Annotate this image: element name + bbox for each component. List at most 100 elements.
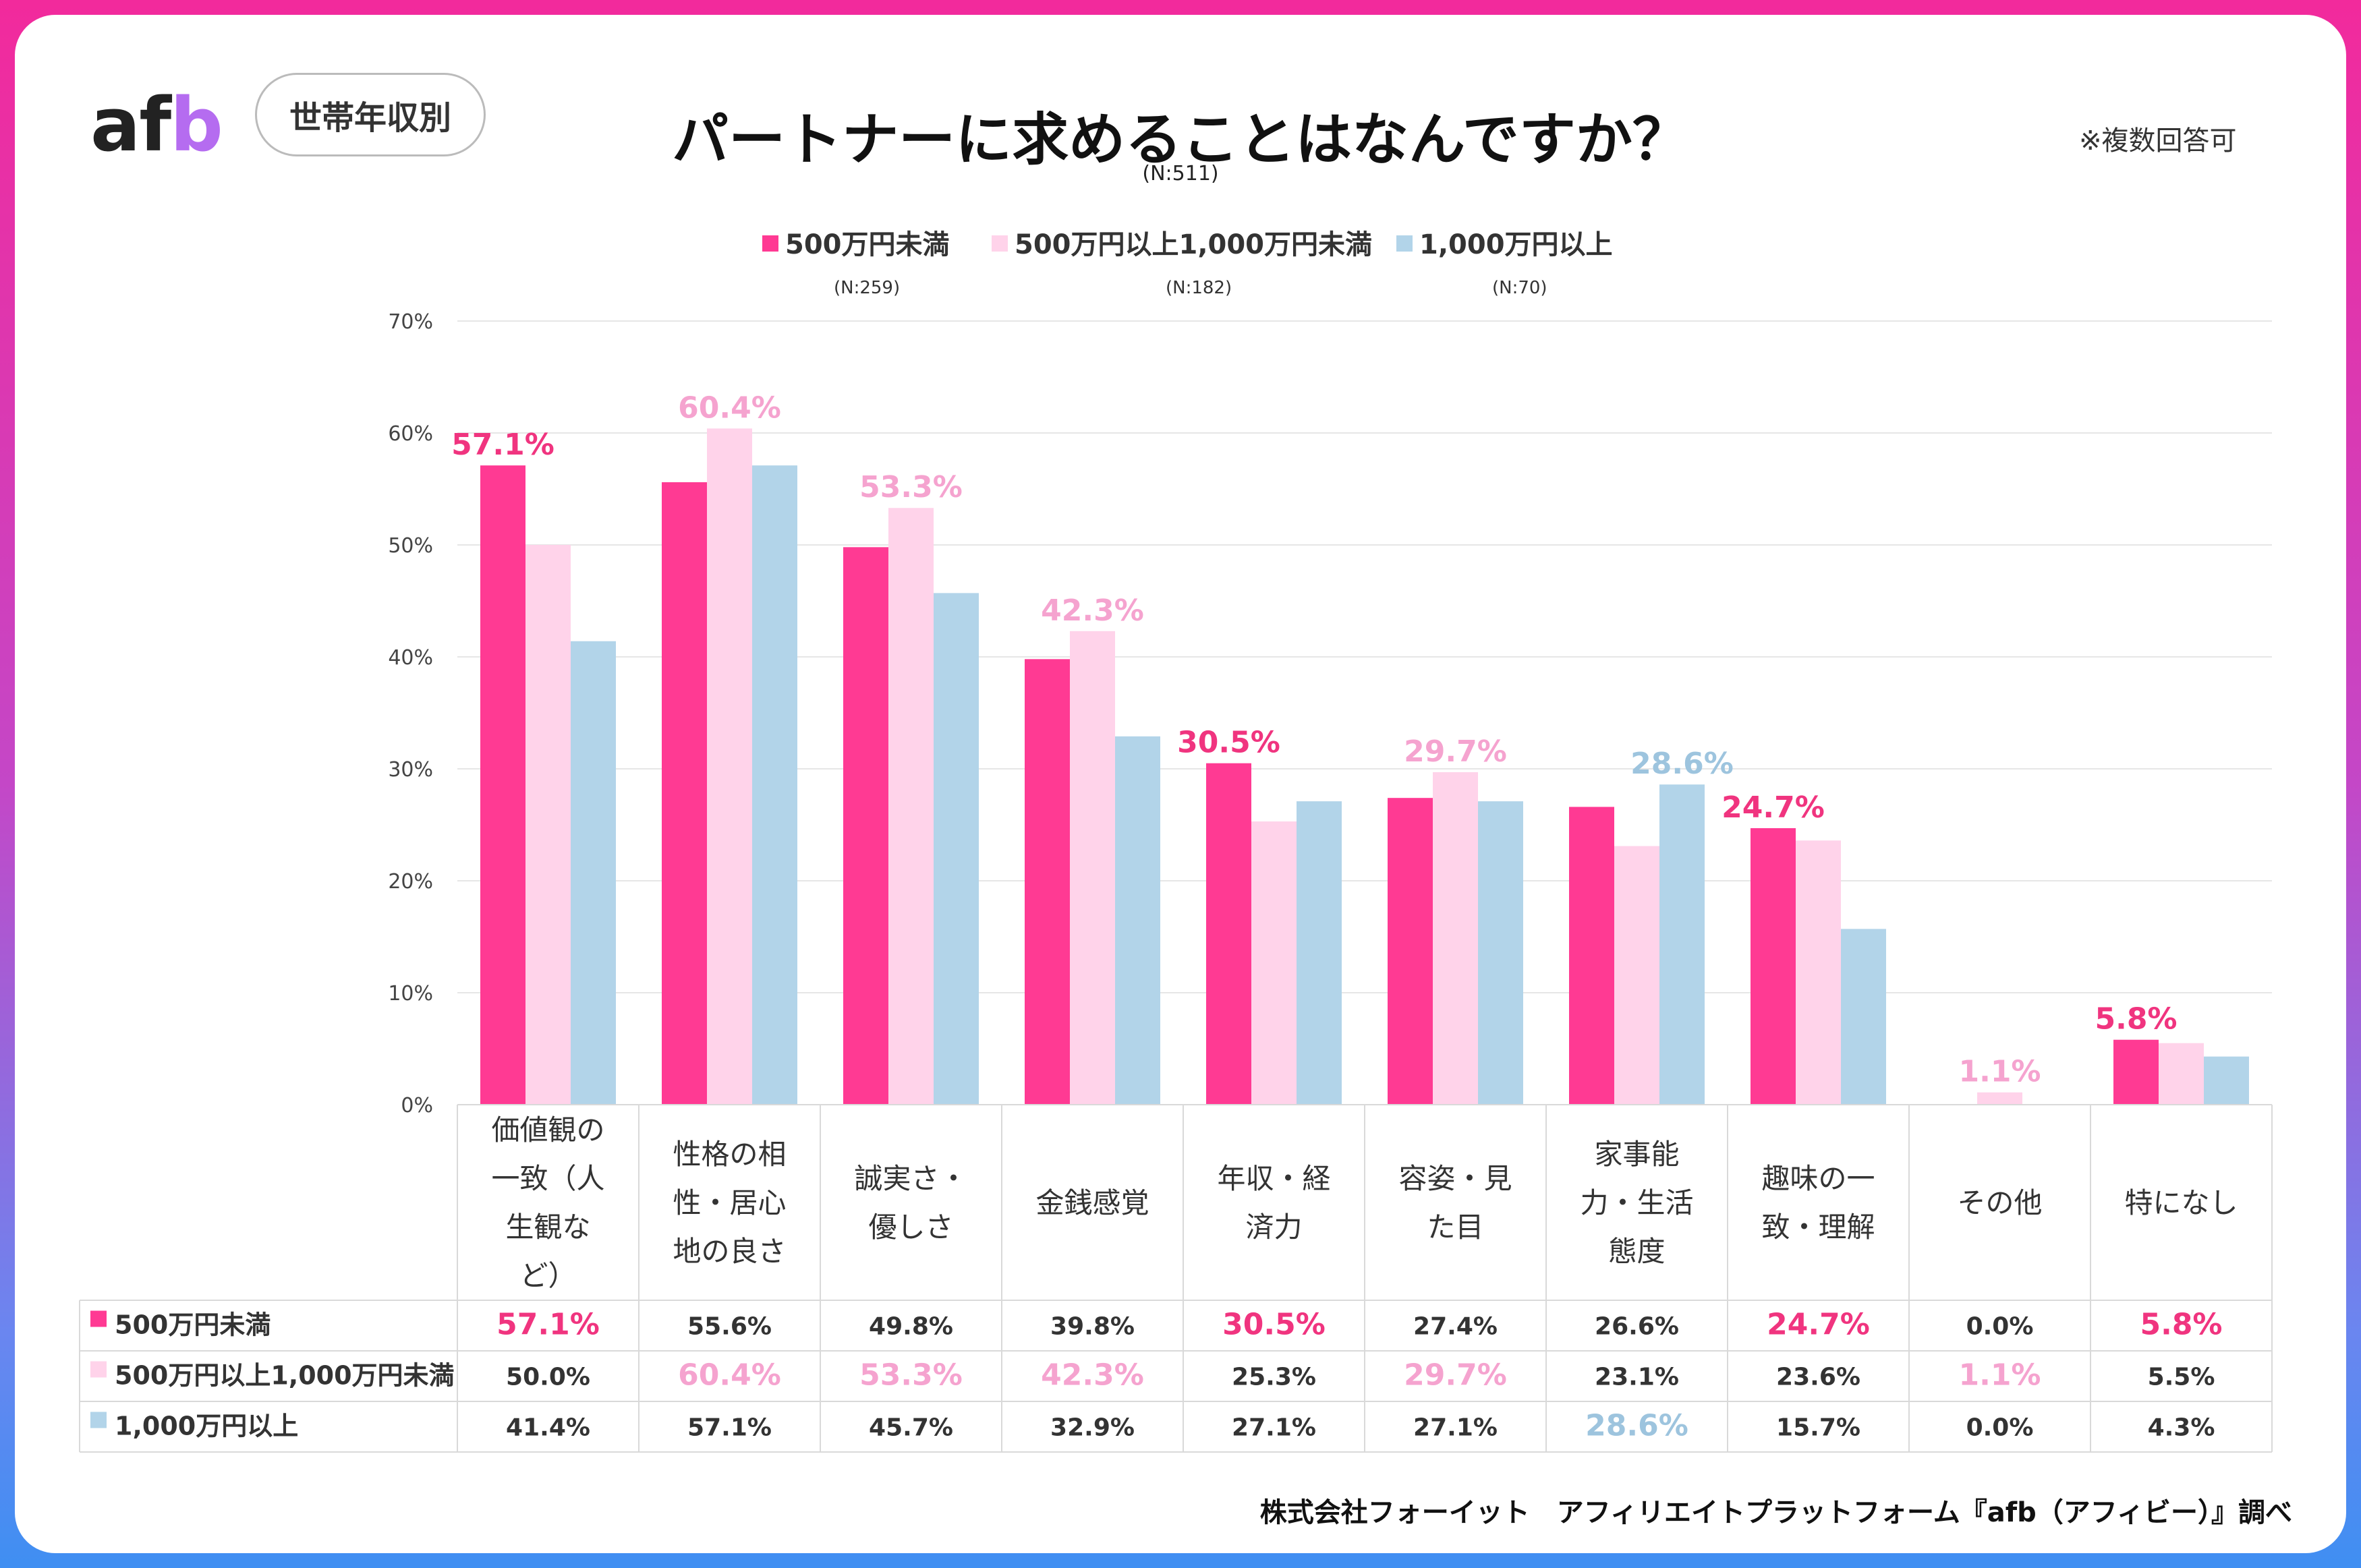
table-value: 23.6%: [1776, 1364, 1860, 1391]
bar: [1796, 840, 1841, 1105]
bar: [1115, 736, 1160, 1105]
table-value: 0.0%: [1966, 1313, 2034, 1341]
bar: [1388, 798, 1433, 1105]
y-tick-label: 40%: [388, 646, 433, 670]
table-value: 57.1%: [687, 1414, 772, 1442]
bar: [1025, 659, 1070, 1105]
card: afb 世帯年収別 パートナーに求めることはなんですか？ (N:511) ※複数…: [15, 15, 2346, 1553]
bar: [525, 545, 571, 1105]
category-label: 特になし: [2124, 1186, 2238, 1219]
bar: [934, 593, 979, 1105]
table-value: 27.4%: [1413, 1313, 1498, 1341]
table-value: 5.5%: [2148, 1364, 2215, 1391]
bar: [1841, 929, 1886, 1105]
category-label: 一致（人: [491, 1162, 604, 1195]
survey-source: 株式会社フォーイット アフィリエイトプラットフォーム『afb（アフィビー）』調べ: [1259, 1497, 2292, 1528]
bar: [1569, 807, 1614, 1105]
chart-title: パートナーに求めることはなんですか？: [672, 107, 1689, 173]
table-legend-swatch-icon: [90, 1361, 107, 1378]
sample-size: (N:511): [1142, 162, 1219, 185]
data-label: 1.1%: [1958, 1055, 2041, 1089]
y-tick-label: 30%: [388, 758, 433, 782]
data-label: 57.1%: [451, 428, 554, 462]
bar: [1206, 763, 1251, 1105]
legend-n-5m-10m: (N:182): [1166, 278, 1232, 298]
data-label: 60.4%: [678, 390, 781, 425]
table-value: 32.9%: [1050, 1414, 1135, 1442]
table-legend-swatch-icon: [90, 1310, 107, 1327]
bar: [1070, 631, 1115, 1105]
table-legend-swatch-icon: [90, 1412, 107, 1428]
table-value: 25.3%: [1232, 1364, 1316, 1391]
legend-item-over-10m: 1,000万円以上: [1396, 223, 1613, 262]
bar: [480, 465, 525, 1105]
bar: [1251, 821, 1297, 1105]
y-tick-label: 60%: [388, 422, 433, 446]
bar: [1297, 801, 1342, 1105]
category-label: 態度: [1608, 1235, 1665, 1268]
bar: [843, 547, 888, 1105]
table-value: 39.8%: [1050, 1313, 1135, 1341]
category-label: 済力: [1245, 1211, 1302, 1244]
table-value: 1.1%: [1958, 1358, 2041, 1393]
table-series-label: 1,000万円以上: [115, 1412, 298, 1441]
category-label: 金銭感覚: [1035, 1186, 1149, 1219]
table-value: 49.8%: [869, 1313, 953, 1341]
legend-n-over-10m: (N:70): [1492, 278, 1547, 298]
bar: [2159, 1043, 2204, 1105]
bar: [662, 482, 707, 1105]
bar: [1977, 1092, 2022, 1105]
category-label: 致・理解: [1761, 1211, 1875, 1244]
category-label: 趣味の一: [1761, 1162, 1875, 1195]
table-value: 24.7%: [1767, 1308, 1870, 1342]
bar-chart: 0% 10% 20% 30% 40% 50% 60% 70% 57.1% 60.4% 53.3% 42…: [79, 310, 2273, 1453]
y-tick-label: 20%: [388, 870, 433, 894]
data-label: 30.5%: [1177, 726, 1280, 760]
category-label: 力・生活: [1580, 1186, 1693, 1219]
category-label: 誠実さ・: [854, 1162, 967, 1195]
legend-n-under-5m: (N:259): [834, 278, 901, 298]
data-label: 5.8%: [2095, 1002, 2177, 1037]
table-value: 55.6%: [687, 1313, 772, 1341]
data-label: 28.6%: [1630, 747, 1734, 781]
data-label: 42.3%: [1041, 593, 1144, 628]
table-value: 0.0%: [1966, 1414, 2034, 1442]
legend-item-under-5m: 500万円未満: [762, 223, 950, 262]
segment-badge: 世帯年収別: [255, 73, 486, 156]
table-value: 53.3%: [859, 1358, 963, 1393]
table-value: 23.1%: [1595, 1364, 1679, 1391]
legend-swatch-icon: [762, 235, 778, 252]
table-value: 45.7%: [869, 1414, 953, 1442]
y-tick-label: 0%: [401, 1094, 433, 1117]
table-value: 27.1%: [1232, 1414, 1316, 1442]
bar: [571, 641, 616, 1105]
bar: [1751, 827, 1796, 1105]
bar: [2204, 1056, 2249, 1105]
data-label: 24.7%: [1722, 790, 1825, 825]
table-value: 28.6%: [1585, 1409, 1688, 1443]
table-value: 57.1%: [496, 1308, 600, 1342]
bar: [1478, 801, 1523, 1105]
category-label: 容姿・見: [1398, 1162, 1512, 1195]
category-label: 年収・経: [1217, 1162, 1330, 1195]
bar: [1659, 784, 1705, 1105]
category-label: 地の良さ: [673, 1235, 786, 1268]
table-value: 27.1%: [1413, 1414, 1498, 1442]
category-label: 家事能: [1594, 1138, 1679, 1171]
category-label: た目: [1427, 1211, 1483, 1244]
bar: [752, 465, 797, 1105]
legend-swatch-icon: [1396, 235, 1413, 252]
data-label: 53.3%: [859, 470, 963, 504]
y-tick-label: 70%: [388, 310, 433, 334]
y-tick-label: 50%: [388, 534, 433, 558]
afb-logo: afb: [90, 82, 223, 168]
table-series-label: 500万円未満: [115, 1310, 271, 1340]
category-label: ど）: [519, 1259, 576, 1292]
table-value: 5.8%: [2140, 1308, 2222, 1342]
y-tick-label: 10%: [388, 982, 433, 1006]
table-value: 30.5%: [1222, 1308, 1326, 1342]
bar: [707, 428, 752, 1105]
table-value: 42.3%: [1041, 1358, 1144, 1393]
bar: [2113, 1039, 2159, 1105]
legend-item-5m-10m: 500万円以上1,000万円未満: [992, 223, 1372, 262]
